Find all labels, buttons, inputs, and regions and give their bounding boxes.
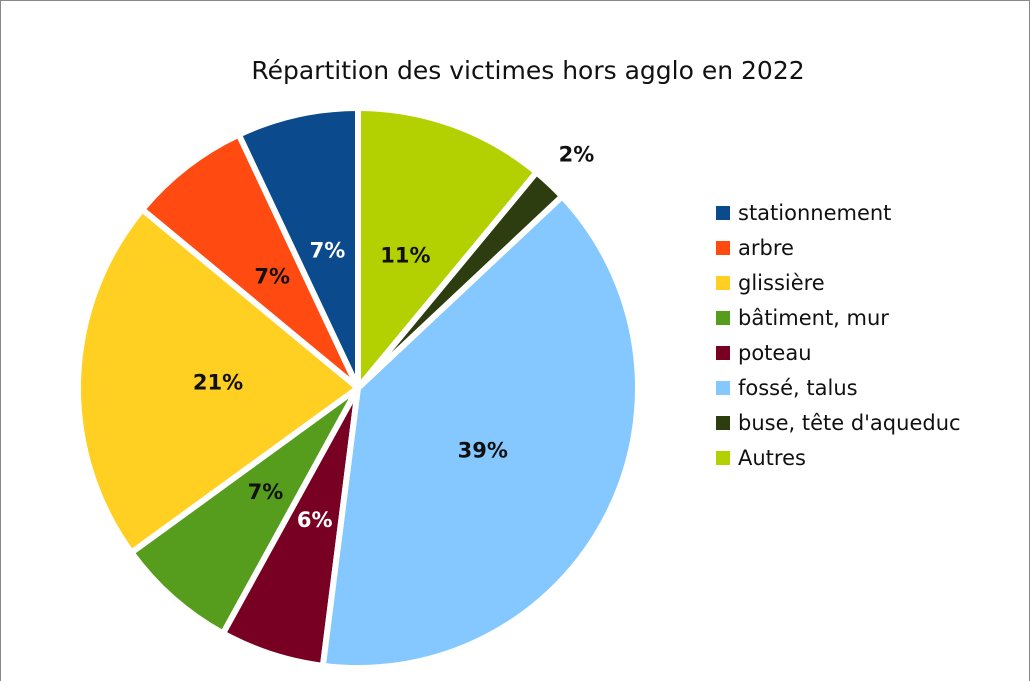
data-label: 7%: [310, 238, 346, 262]
legend-swatch: [716, 451, 730, 465]
legend-label: poteau: [738, 341, 812, 365]
data-label: 2%: [559, 142, 595, 166]
data-label: 39%: [458, 439, 508, 463]
legend-label: fossé, talus: [738, 376, 858, 400]
data-label: 6%: [297, 508, 333, 532]
legend-swatch: [716, 346, 730, 360]
pie-slice: [75, 206, 361, 556]
data-label: 7%: [248, 480, 284, 504]
legend-label: buse, tête d'aqueduc: [738, 411, 961, 435]
data-label: 7%: [254, 264, 290, 288]
legend-label: glissière: [738, 271, 825, 295]
legend-swatch: [716, 416, 730, 430]
legend-label: stationnement: [738, 201, 891, 225]
legend-swatch: [716, 276, 730, 290]
legend-swatch: [716, 241, 730, 255]
legend-swatch: [716, 381, 730, 395]
pie-slice: [355, 105, 540, 391]
chart-title: Répartition des victimes hors agglo en 2…: [251, 56, 804, 85]
data-label: 21%: [193, 371, 243, 395]
legend-swatch: [716, 206, 730, 220]
pie-slice: [319, 193, 641, 671]
legend-swatch: [716, 311, 730, 325]
legend-label: Autres: [738, 446, 806, 470]
legend-label: bâtiment, mur: [738, 306, 889, 330]
data-label: 11%: [380, 243, 430, 267]
legend-label: arbre: [738, 236, 794, 260]
